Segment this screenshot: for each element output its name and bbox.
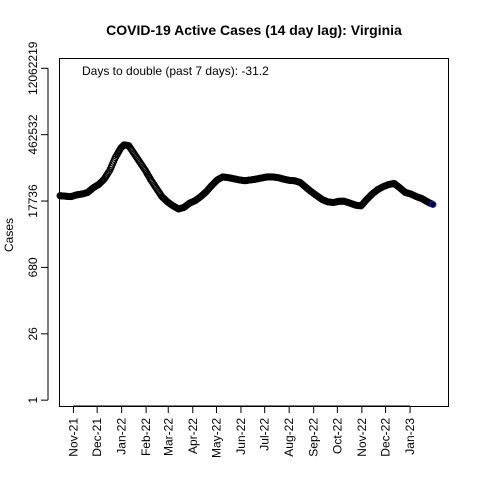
x-tick-label: Dec-21 — [90, 418, 104, 457]
x-axis: Nov-21 Dec-21 Jan-22 Feb-22 Mar-22 Apr-22 May-… — [66, 405, 417, 458]
x-tick-label: Jul-22 — [258, 418, 272, 451]
y-axis: 1 26 680 17736 462532 12062219 — [26, 41, 49, 403]
x-tick-label: Nov-21 — [66, 418, 80, 457]
x-tick-label: Dec-22 — [379, 418, 393, 457]
data-points — [56, 141, 437, 213]
y-tick-label: 12062219 — [26, 41, 40, 95]
y-tick-label: 26 — [26, 327, 40, 341]
x-tick-label: Mar-22 — [161, 418, 175, 456]
x-tick-label: Sep-22 — [307, 418, 321, 457]
x-tick-label: Apr-22 — [186, 418, 200, 454]
plot-frame — [59, 58, 449, 407]
data-point — [429, 200, 437, 208]
x-tick-label: Jan-22 — [115, 418, 129, 455]
y-tick-label: 680 — [26, 257, 40, 277]
y-tick-label: 1 — [26, 396, 40, 403]
x-tick-label: Aug-22 — [282, 418, 296, 457]
x-tick-label: Jan-23 — [403, 418, 417, 455]
doubling-annotation: Days to double (past 7 days): -31.2 — [82, 64, 269, 78]
y-tick-label: 17736 — [26, 184, 40, 218]
chart-title: COVID-19 Active Cases (14 day lag): Virg… — [106, 22, 402, 38]
x-tick-label: Feb-22 — [139, 418, 153, 456]
x-tick-label: Oct-22 — [330, 418, 344, 454]
y-axis-title: Cases — [2, 218, 16, 252]
x-tick-label: May-22 — [209, 418, 223, 458]
x-tick-label: Jun-22 — [234, 418, 248, 455]
y-tick-label: 462532 — [26, 114, 40, 154]
x-tick-label: Nov-22 — [355, 418, 369, 457]
